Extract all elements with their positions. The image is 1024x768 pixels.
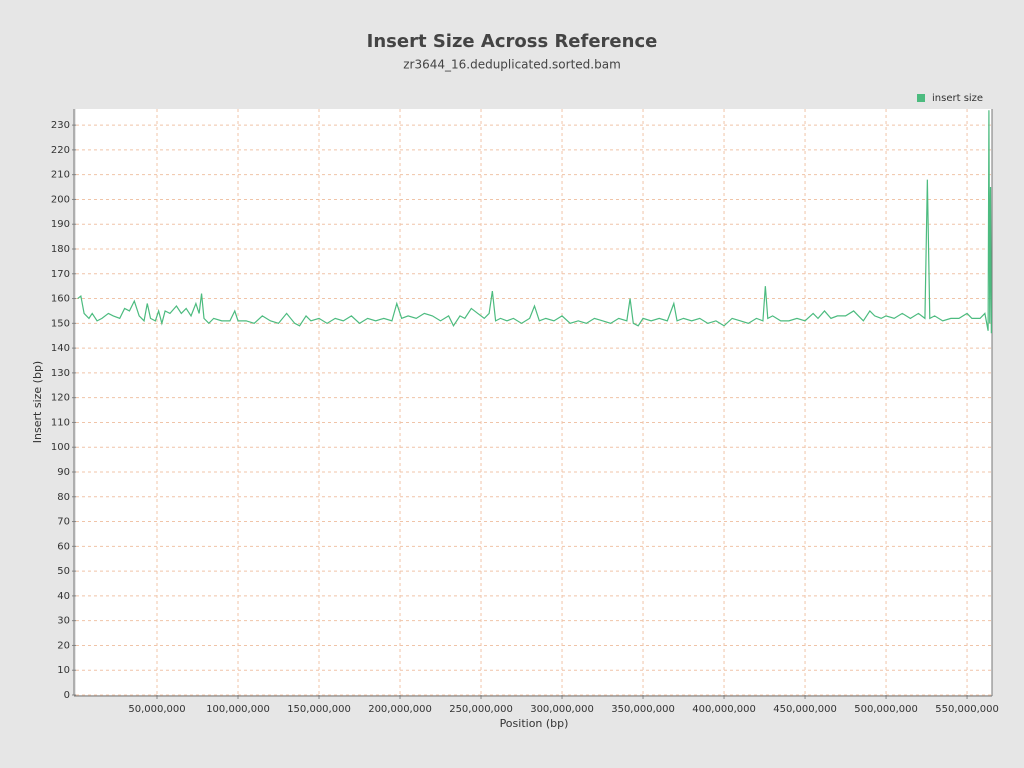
y-tick-label: 160: [51, 294, 70, 305]
y-tick-label: 50: [57, 566, 70, 577]
y-tick-label: 40: [57, 591, 70, 602]
x-tick-label: 350,000,000: [611, 704, 675, 715]
y-tick-label: 60: [57, 541, 70, 552]
y-tick-label: 20: [57, 640, 70, 651]
y-tick-label: 200: [51, 194, 70, 205]
y-tick-label: 120: [51, 393, 70, 404]
y-tick-label: 140: [51, 343, 70, 354]
x-tick-label: 200,000,000: [368, 704, 432, 715]
y-tick-label: 130: [51, 368, 70, 379]
legend-label: insert size: [932, 93, 983, 104]
x-tick-label: 400,000,000: [692, 704, 756, 715]
y-tick-label: 170: [51, 269, 70, 280]
y-tick-label: 190: [51, 219, 70, 230]
chart-subtitle: zr3644_16.deduplicated.sorted.bam: [403, 58, 621, 72]
x-tick-label: 450,000,000: [773, 704, 837, 715]
y-tick-label: 210: [51, 170, 70, 181]
x-tick-label: 300,000,000: [530, 704, 594, 715]
chart-title: Insert Size Across Reference: [367, 31, 658, 52]
y-tick-label: 90: [57, 467, 70, 478]
y-tick-label: 10: [57, 665, 70, 676]
x-tick-label: 150,000,000: [287, 704, 351, 715]
x-tick-label: 550,000,000: [935, 704, 999, 715]
y-tick-label: 230: [51, 120, 70, 131]
y-tick-label: 150: [51, 318, 70, 329]
y-tick-label: 220: [51, 145, 70, 156]
y-tick-label: 70: [57, 517, 70, 528]
x-tick-label: 500,000,000: [854, 704, 918, 715]
y-tick-label: 180: [51, 244, 70, 255]
data-line: [77, 110, 992, 334]
y-tick-label: 80: [57, 492, 70, 503]
x-tick-label: 250,000,000: [449, 704, 513, 715]
x-axis-label: Position (bp): [500, 717, 569, 730]
x-tick-label: 100,000,000: [206, 704, 270, 715]
y-axis-label: Insert size (bp): [31, 361, 44, 443]
plot-area: [76, 109, 992, 695]
y-tick-label: 110: [51, 417, 70, 428]
x-tick-label: 50,000,000: [128, 704, 185, 715]
y-tick-label: 100: [51, 442, 70, 453]
y-tick-label: 0: [64, 690, 70, 701]
y-tick-label: 30: [57, 616, 70, 627]
legend-swatch: [917, 94, 925, 102]
